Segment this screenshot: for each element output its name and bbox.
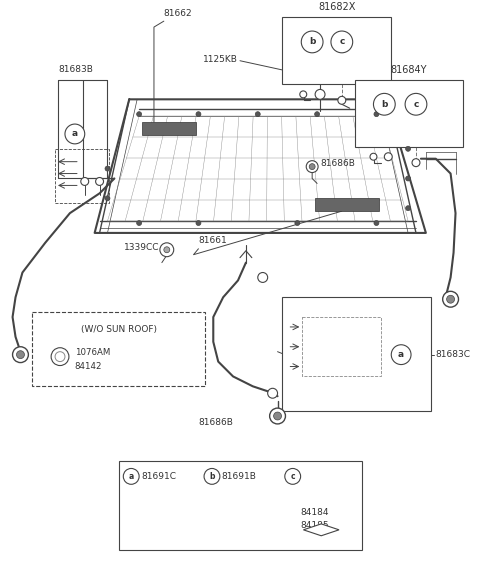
Text: 81683B: 81683B: [58, 65, 93, 74]
Circle shape: [373, 93, 395, 115]
Circle shape: [309, 164, 315, 169]
Circle shape: [315, 89, 325, 99]
Circle shape: [374, 220, 379, 226]
Circle shape: [105, 166, 110, 171]
Text: 1076AM: 1076AM: [75, 348, 110, 357]
Circle shape: [370, 153, 377, 160]
Circle shape: [391, 345, 411, 365]
Circle shape: [51, 348, 69, 365]
Circle shape: [137, 220, 142, 226]
Text: c: c: [413, 100, 419, 109]
Circle shape: [338, 96, 346, 104]
Circle shape: [406, 176, 410, 181]
Text: 81686B: 81686B: [198, 418, 233, 427]
Circle shape: [123, 469, 139, 484]
Circle shape: [306, 161, 318, 173]
Polygon shape: [303, 524, 339, 536]
Circle shape: [160, 243, 174, 257]
Circle shape: [285, 469, 300, 484]
Circle shape: [65, 124, 85, 144]
Circle shape: [96, 177, 104, 186]
Text: a: a: [129, 472, 134, 481]
Text: a: a: [72, 129, 78, 139]
Text: b: b: [209, 472, 215, 481]
Circle shape: [268, 388, 277, 398]
Text: c: c: [290, 472, 295, 481]
Text: c: c: [339, 38, 345, 46]
Text: 81662: 81662: [164, 9, 192, 18]
Circle shape: [16, 351, 24, 358]
Circle shape: [204, 469, 220, 484]
Text: 81684Y: 81684Y: [391, 64, 427, 75]
Circle shape: [255, 112, 260, 117]
Circle shape: [374, 112, 379, 117]
Circle shape: [164, 246, 170, 253]
Circle shape: [137, 112, 142, 117]
Bar: [55, 149, 109, 203]
Circle shape: [301, 31, 323, 53]
Text: b: b: [381, 100, 387, 109]
Bar: [283, 298, 431, 411]
Text: 84184: 84184: [300, 508, 329, 517]
Text: 81683C: 81683C: [436, 350, 471, 359]
Circle shape: [274, 412, 281, 420]
Circle shape: [300, 91, 307, 98]
Text: 1125KB: 1125KB: [203, 55, 238, 64]
Text: b: b: [309, 38, 315, 46]
Text: 81686B: 81686B: [376, 298, 411, 307]
Text: 81691C: 81691C: [141, 472, 176, 481]
Circle shape: [105, 196, 110, 201]
Circle shape: [406, 206, 410, 211]
Bar: [302, 317, 382, 376]
Text: 81661: 81661: [198, 236, 227, 245]
Circle shape: [196, 220, 201, 226]
Text: 1339CC: 1339CC: [124, 243, 160, 252]
FancyBboxPatch shape: [32, 312, 205, 386]
Text: a: a: [398, 350, 404, 359]
Text: 84142: 84142: [75, 362, 102, 371]
Bar: [315, 198, 379, 211]
Circle shape: [55, 351, 65, 361]
Bar: [223, 511, 258, 527]
Circle shape: [295, 220, 300, 226]
Circle shape: [405, 93, 427, 115]
Text: 81682X: 81682X: [318, 2, 356, 12]
Circle shape: [331, 31, 353, 53]
Text: 81686B: 81686B: [320, 159, 355, 168]
Circle shape: [412, 159, 420, 166]
Text: (W/O SUN ROOF): (W/O SUN ROOF): [81, 325, 157, 335]
Text: 81691B: 81691B: [222, 472, 257, 481]
Circle shape: [406, 146, 410, 151]
Bar: [283, 17, 391, 85]
Circle shape: [446, 295, 455, 303]
Bar: [142, 122, 196, 135]
Circle shape: [270, 408, 286, 424]
Circle shape: [196, 112, 201, 117]
Circle shape: [384, 153, 392, 161]
Bar: [355, 79, 464, 147]
Bar: [120, 461, 361, 550]
Circle shape: [12, 347, 28, 362]
Circle shape: [81, 177, 89, 186]
Circle shape: [443, 291, 458, 307]
Circle shape: [258, 273, 268, 282]
Circle shape: [314, 112, 320, 117]
Text: 84185: 84185: [300, 521, 329, 530]
Text: 81686B: 81686B: [32, 350, 67, 359]
